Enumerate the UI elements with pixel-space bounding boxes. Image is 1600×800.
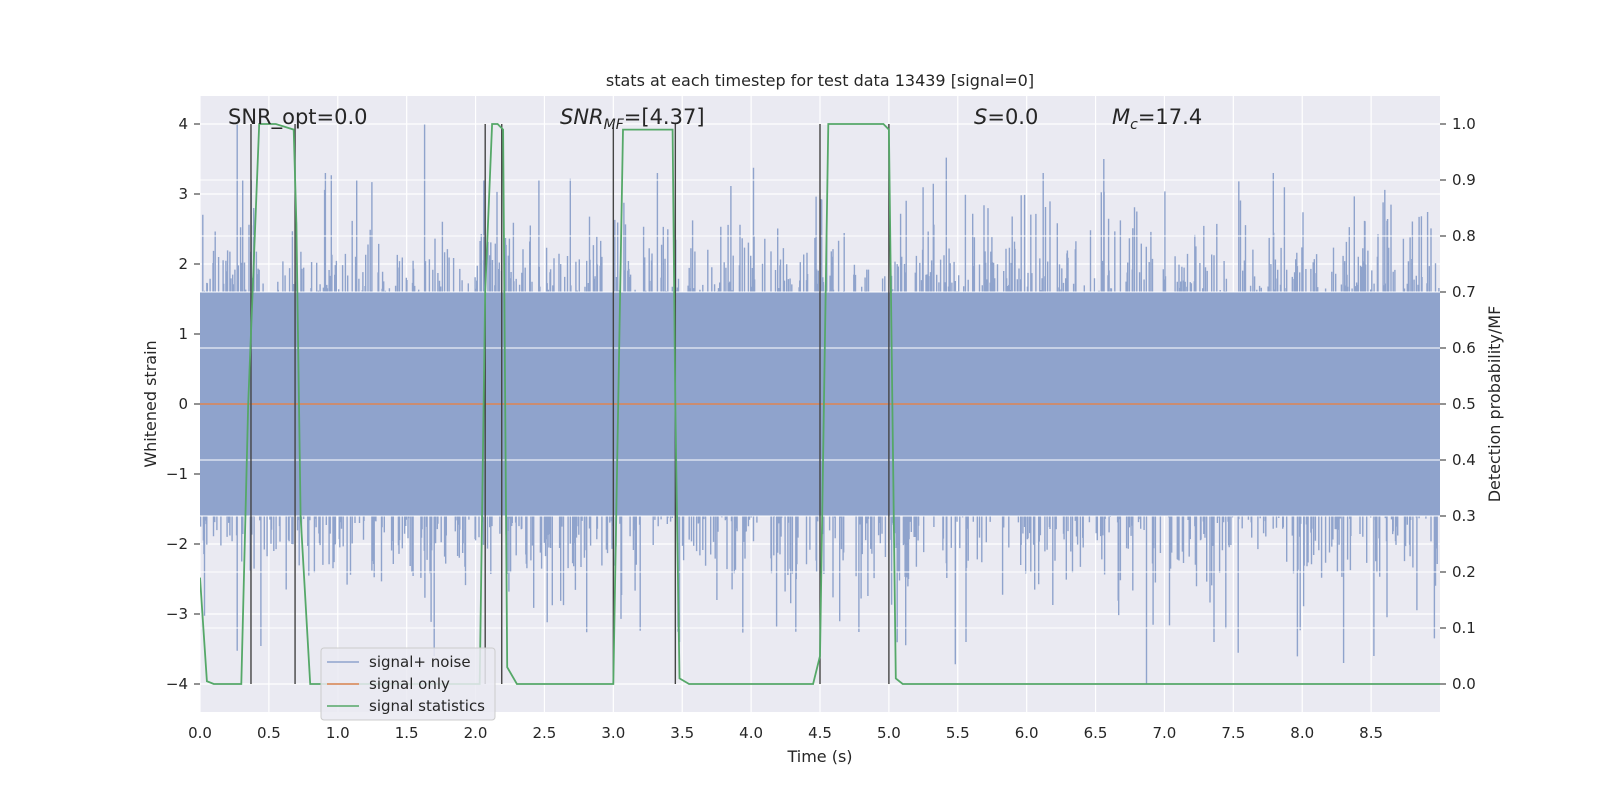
y-tick-label: −1 xyxy=(166,465,188,483)
y2-tick-label: 0.0 xyxy=(1452,675,1476,693)
y-tick-label: 0 xyxy=(178,395,188,413)
y2-tick-label: 1.0 xyxy=(1452,115,1476,133)
legend: signal+ noise signal only signal statist… xyxy=(320,647,496,721)
x-tick-label: 3.0 xyxy=(601,724,625,742)
series-signal-statistics xyxy=(200,123,1440,685)
x-tick-label: 1.5 xyxy=(395,724,419,742)
x-axis-label: Time (s) xyxy=(786,747,852,766)
x-axis-ticks: 0.0 0.5 1.0 1.5 2.0 2.5 3.0 3.5 4.0 4.5 5.0 5.5 6.0 6… xyxy=(188,724,1383,742)
y-tick-label: 3 xyxy=(178,185,188,203)
y2-tick-label: 0.1 xyxy=(1452,619,1476,637)
y2-tick-label: 0.2 xyxy=(1452,563,1476,581)
y2-tick-label: 0.9 xyxy=(1452,171,1476,189)
annotation-s: S=0.0 xyxy=(974,105,1038,129)
legend-label-signal-noise: signal+ noise xyxy=(369,653,471,671)
legend-label-signal-statistics: signal statistics xyxy=(369,697,485,715)
y-tick-label: −4 xyxy=(166,675,188,693)
x-tick-label: 5.5 xyxy=(946,724,970,742)
chart-title: stats at each timestep for test data 134… xyxy=(606,71,1034,90)
annotation-snr-opt: SNR_opt=0.0 xyxy=(228,105,368,130)
y2-axis-label: Detection probability/MF xyxy=(1485,306,1504,503)
x-tick-label: 6.0 xyxy=(1015,724,1039,742)
y-axis-ticks: 4 3 2 1 0 −1 −2 −3 −4 xyxy=(166,115,200,693)
x-tick-label: 5.0 xyxy=(877,724,901,742)
y2-tick-label: 0.6 xyxy=(1452,339,1476,357)
y2-axis-ticks: 1.0 0.9 0.8 0.7 0.6 0.5 0.4 0.3 0.2 0.1 0.0 xyxy=(1440,115,1476,693)
x-tick-label: 7.0 xyxy=(1153,724,1177,742)
x-tick-label: 1.0 xyxy=(326,724,350,742)
x-tick-label: 6.5 xyxy=(1084,724,1108,742)
y-tick-label: −3 xyxy=(166,605,188,623)
x-tick-label: 3.5 xyxy=(670,724,694,742)
vertical-markers xyxy=(250,124,890,684)
signal-statistics-line xyxy=(200,123,1440,685)
y2-tick-label: 0.5 xyxy=(1452,395,1476,413)
legend-label-signal-only: signal only xyxy=(369,675,450,693)
y-tick-label: 1 xyxy=(178,325,188,343)
y-tick-label: 4 xyxy=(178,115,188,133)
y2-tick-label: 0.3 xyxy=(1452,507,1476,525)
x-tick-label: 2.0 xyxy=(464,724,488,742)
x-tick-label: 0.0 xyxy=(188,724,212,742)
x-tick-label: 8.0 xyxy=(1290,724,1314,742)
y-tick-label: 2 xyxy=(178,255,188,273)
legend-box xyxy=(320,647,496,721)
y-axis-label: Whitened strain xyxy=(141,340,160,467)
x-tick-label: 0.5 xyxy=(257,724,281,742)
y2-tick-label: 0.4 xyxy=(1452,451,1476,469)
x-tick-label: 7.5 xyxy=(1221,724,1245,742)
x-tick-label: 4.5 xyxy=(808,724,832,742)
y2-tick-label: 0.7 xyxy=(1452,283,1476,301)
x-tick-label: 8.5 xyxy=(1359,724,1383,742)
x-tick-label: 2.5 xyxy=(533,724,557,742)
y-tick-label: −2 xyxy=(166,535,188,553)
annotation-snr-mf: SNRMF=[4.37] xyxy=(560,105,705,133)
annotation-mc: Mc=17.4 xyxy=(1112,105,1202,133)
y2-tick-label: 0.8 xyxy=(1452,227,1476,245)
x-tick-label: 4.0 xyxy=(739,724,763,742)
